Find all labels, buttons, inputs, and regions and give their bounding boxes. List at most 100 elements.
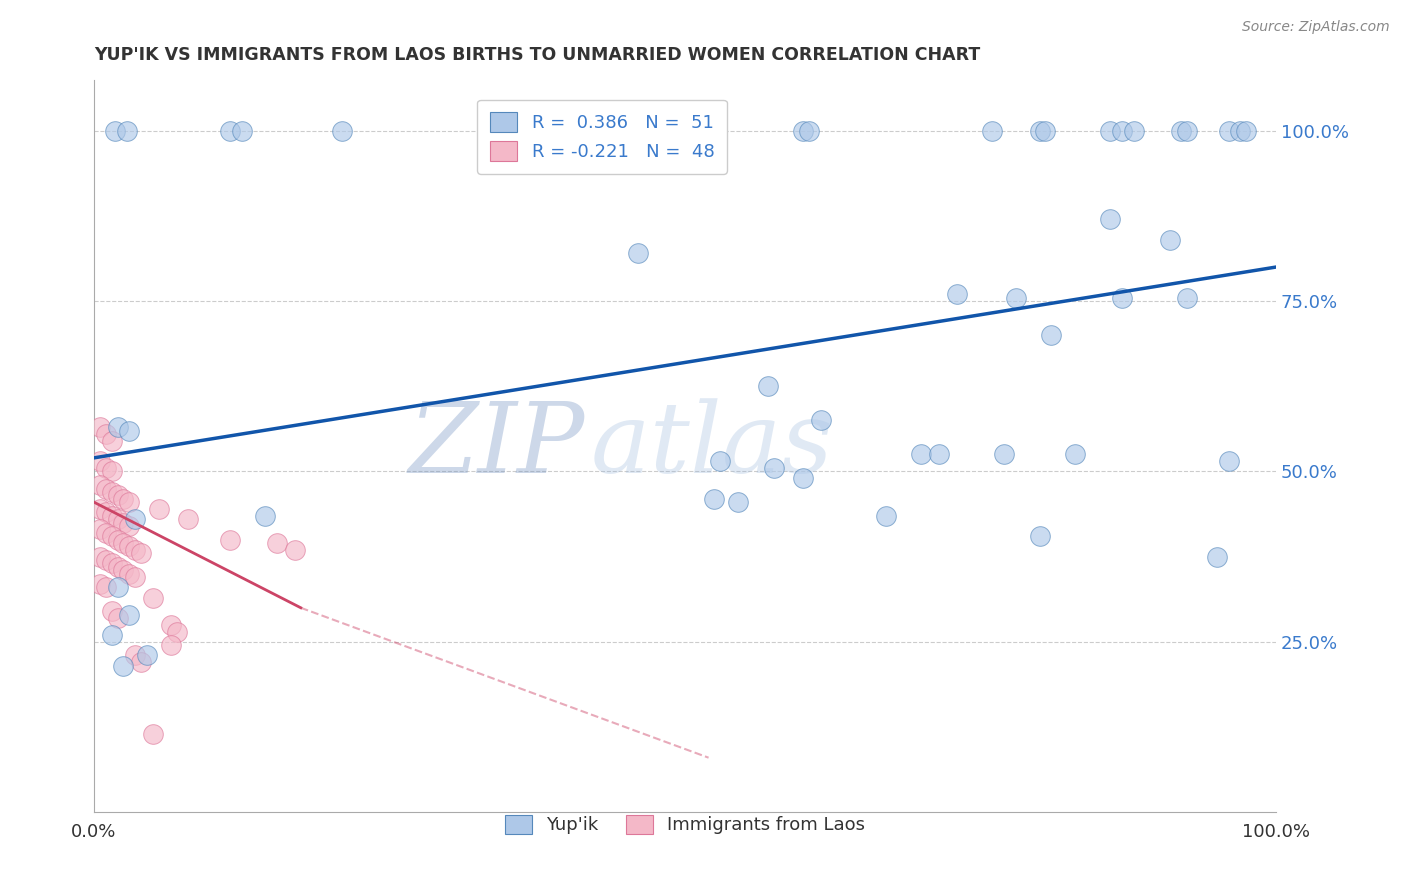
Point: [159, 617, 181, 632]
Point: [89, 577, 111, 591]
Point: [1099, 124, 1122, 138]
Point: [94, 580, 117, 594]
Point: [148, 502, 170, 516]
Point: [910, 447, 932, 461]
Point: [94, 482, 117, 496]
Point: [112, 658, 135, 673]
Point: [1035, 124, 1057, 138]
Point: [1170, 124, 1192, 138]
Point: [330, 124, 353, 138]
Point: [89, 523, 111, 537]
Point: [104, 124, 127, 138]
Point: [1205, 549, 1227, 564]
Point: [1064, 447, 1087, 461]
Point: [107, 560, 129, 574]
Point: [100, 484, 122, 499]
Point: [1159, 233, 1181, 247]
Point: [142, 591, 165, 605]
Point: [136, 648, 159, 663]
Point: [231, 124, 253, 138]
Point: [124, 570, 146, 584]
Point: [107, 611, 129, 625]
Point: [1099, 212, 1122, 227]
Point: [727, 495, 749, 509]
Point: [159, 638, 181, 652]
Point: [100, 508, 122, 523]
Point: [89, 549, 111, 564]
Point: [1175, 291, 1198, 305]
Point: [166, 624, 188, 639]
Point: [100, 434, 122, 448]
Point: [797, 124, 820, 138]
Point: [627, 246, 650, 260]
Point: [1028, 529, 1050, 543]
Point: [89, 502, 111, 516]
Point: [1028, 124, 1050, 138]
Point: [1111, 291, 1133, 305]
Point: [1229, 124, 1251, 138]
Point: [94, 461, 117, 475]
Point: [709, 454, 731, 468]
Point: [1111, 124, 1133, 138]
Text: ZIP: ZIP: [408, 399, 585, 493]
Point: [703, 491, 725, 506]
Point: [254, 508, 277, 523]
Point: [1218, 454, 1240, 468]
Point: [89, 478, 111, 492]
Point: [928, 447, 950, 461]
Point: [115, 124, 138, 138]
Point: [1218, 124, 1240, 138]
Point: [792, 471, 814, 485]
Point: [1123, 124, 1146, 138]
Point: [946, 287, 969, 301]
Point: [112, 536, 135, 550]
Point: [100, 628, 122, 642]
Point: [762, 461, 785, 475]
Point: [107, 420, 129, 434]
Point: [118, 519, 141, 533]
Point: [100, 465, 122, 479]
Point: [89, 454, 111, 468]
Point: [218, 124, 240, 138]
Text: atlas: atlas: [591, 399, 834, 493]
Point: [112, 491, 135, 506]
Point: [129, 546, 152, 560]
Point: [284, 542, 307, 557]
Point: [118, 540, 141, 554]
Point: [981, 124, 1004, 138]
Point: [124, 512, 146, 526]
Point: [124, 648, 146, 663]
Point: [94, 525, 117, 540]
Point: [107, 512, 129, 526]
Point: [94, 553, 117, 567]
Point: [107, 488, 129, 502]
Point: [1175, 124, 1198, 138]
Point: [756, 379, 779, 393]
Point: [94, 505, 117, 519]
Legend: Yup'ik, Immigrants from Laos: Yup'ik, Immigrants from Laos: [496, 805, 875, 844]
Point: [177, 512, 200, 526]
Point: [124, 542, 146, 557]
Point: [118, 607, 141, 622]
Point: [94, 427, 117, 442]
Point: [142, 727, 165, 741]
Point: [129, 655, 152, 669]
Point: [107, 580, 129, 594]
Point: [810, 413, 832, 427]
Point: [118, 495, 141, 509]
Point: [100, 604, 122, 618]
Point: [218, 533, 240, 547]
Text: Source: ZipAtlas.com: Source: ZipAtlas.com: [1241, 20, 1389, 34]
Point: [112, 516, 135, 530]
Point: [792, 124, 814, 138]
Point: [266, 536, 288, 550]
Point: [1040, 328, 1063, 343]
Point: [993, 447, 1015, 461]
Point: [107, 533, 129, 547]
Point: [89, 420, 111, 434]
Text: YUP'IK VS IMMIGRANTS FROM LAOS BIRTHS TO UNMARRIED WOMEN CORRELATION CHART: YUP'IK VS IMMIGRANTS FROM LAOS BIRTHS TO…: [94, 46, 980, 64]
Point: [118, 424, 141, 438]
Point: [100, 557, 122, 571]
Point: [875, 508, 897, 523]
Point: [118, 566, 141, 581]
